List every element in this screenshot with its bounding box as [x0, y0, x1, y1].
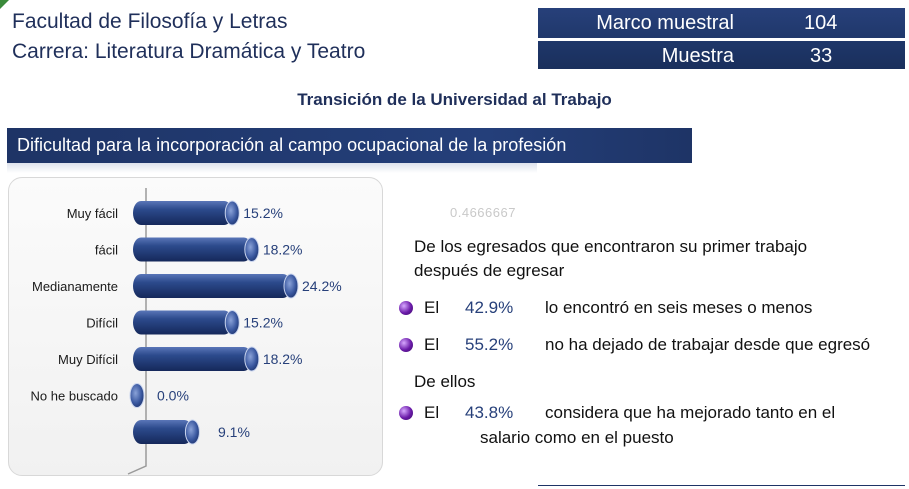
bar-cap — [224, 200, 240, 226]
category-label: fácil — [95, 243, 118, 258]
bar-cap — [283, 273, 299, 299]
career-title: Carrera: Literatura Dramática y Teatro — [12, 40, 366, 63]
bullet-icon — [399, 301, 413, 315]
section-banner-text: Dificultad para la incorporación al camp… — [17, 135, 567, 155]
faculty-title: Facultad de Filosofía y Letras — [12, 10, 288, 33]
item3-value: 43.8% — [465, 403, 514, 422]
section-banner: Dificultad para la incorporación al camp… — [7, 128, 692, 163]
category-label: No he buscado — [31, 389, 118, 404]
value-label: 24.2% — [302, 278, 342, 294]
bar-cap — [244, 346, 260, 372]
item3-text-line1: considera que ha mejorado tanto en el — [545, 403, 836, 422]
frame-label: Marco muestral — [596, 12, 734, 34]
category-label: Muy fácil — [67, 206, 118, 221]
item2-text: no ha dejado de trabajar desde que egres… — [545, 335, 871, 354]
bar-cap — [129, 383, 145, 408]
bar — [133, 274, 291, 298]
bar-cap — [184, 419, 200, 445]
value-label: 9.1% — [218, 424, 250, 440]
frame-value: 104 — [804, 12, 838, 34]
bar — [133, 310, 233, 335]
bullet-icon — [399, 406, 413, 420]
sample-stats-box: Marco muestral 104 Muestra 33 — [538, 8, 905, 69]
bullet-icon — [399, 338, 413, 352]
sample-label: Muestra — [661, 45, 734, 67]
item3-text-line2: salario como en el puesto — [480, 428, 674, 447]
bar — [133, 347, 252, 371]
intro-line-1: De los egresados que encontraron su prim… — [414, 237, 808, 256]
ghost-value-text: 0.4666667 — [450, 205, 516, 220]
banner-shadow — [7, 163, 537, 173]
category-label: Muy Difícil — [58, 352, 118, 367]
corner-marker — [0, 0, 9, 9]
bottom-rule — [538, 485, 905, 486]
item2-prefix: El — [424, 335, 440, 354]
bar — [133, 420, 193, 444]
sample-value: 33 — [810, 45, 833, 67]
item2-value: 55.2% — [465, 335, 514, 354]
value-label: 0.0% — [157, 388, 189, 404]
value-label: 15.2% — [243, 205, 283, 221]
item1-prefix: El — [424, 298, 440, 317]
difficulty-bar-chart: Muy fácil 15.2% fácil 18.2% Medianamente 24.2… — [31, 188, 342, 475]
sub-intro: De ellos — [414, 372, 476, 391]
intro-line-2: después de egresar — [414, 261, 565, 280]
bar-cap — [224, 310, 240, 335]
category-label: Difícil — [86, 316, 118, 331]
stats-separator — [538, 38, 905, 41]
page-title: Transición de la Universidad al Trabajo — [297, 90, 612, 109]
item1-value: 42.9% — [465, 298, 514, 317]
bar — [133, 201, 233, 225]
value-label: 18.2% — [263, 242, 303, 258]
value-label: 15.2% — [243, 315, 283, 331]
bar — [133, 237, 252, 262]
item3-prefix: El — [424, 403, 440, 422]
value-label: 18.2% — [263, 351, 303, 367]
bar-cap — [244, 237, 260, 262]
category-label: Medianamente — [32, 279, 118, 294]
item1-text: lo encontró en seis meses o menos — [545, 298, 813, 317]
